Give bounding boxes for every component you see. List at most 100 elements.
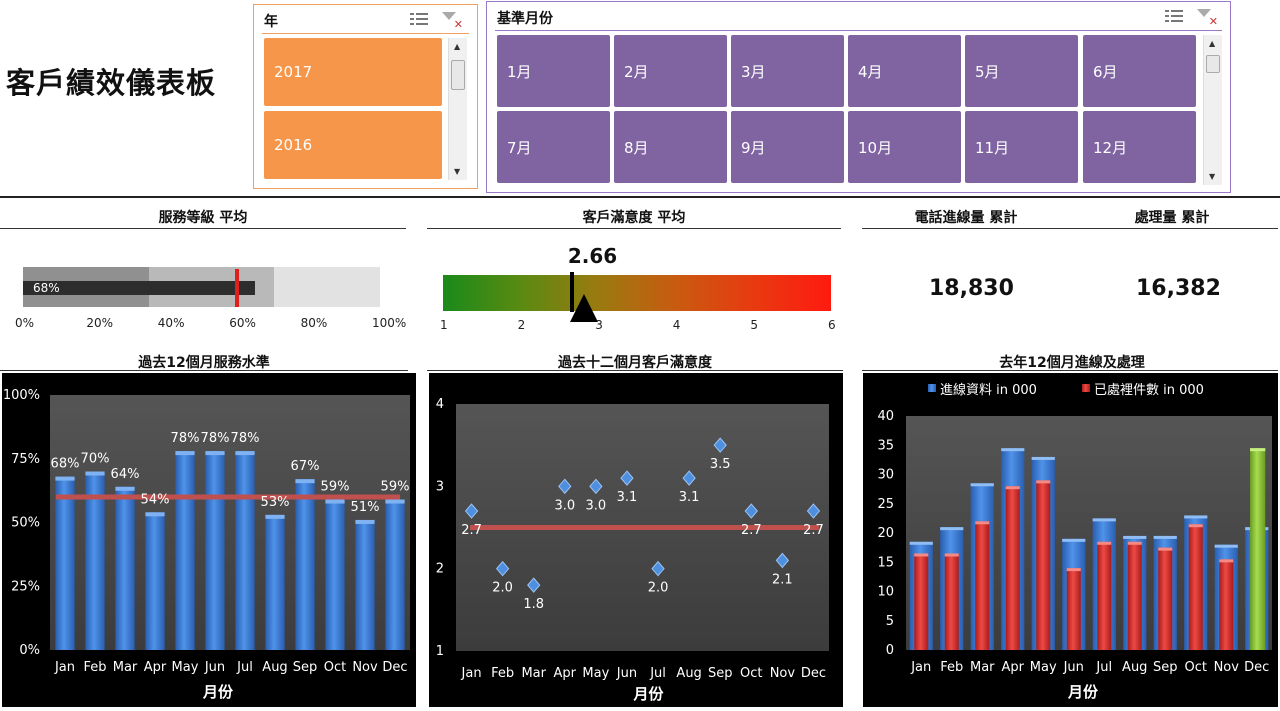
- month-tile-8[interactable]: 8月: [614, 111, 727, 183]
- scroll-thumb[interactable]: [1206, 55, 1220, 73]
- bar: [355, 519, 375, 650]
- x-tick-label: Nov: [1214, 660, 1240, 675]
- x-tick-label: Nov: [352, 660, 378, 675]
- bullet-value-bar: [23, 281, 255, 295]
- month-tile-12[interactable]: 12月: [1083, 111, 1196, 183]
- scatter-point: [620, 470, 634, 486]
- bar: [235, 451, 255, 650]
- bullet-tick-label: 40%: [157, 316, 185, 330]
- data-label: 54%: [141, 492, 170, 507]
- section-rule: [427, 370, 843, 371]
- x-tick-label: Jul: [1095, 660, 1112, 675]
- data-label: 67%: [291, 459, 320, 474]
- scroll-down-icon[interactable]: ▼: [454, 167, 461, 176]
- data-label: 3.1: [617, 490, 638, 505]
- gauge-value: 2.66: [567, 244, 618, 268]
- scroll-up-icon[interactable]: ▲: [454, 42, 461, 51]
- y-tick-label: 100%: [3, 388, 40, 403]
- y-tick-label: 25%: [11, 579, 40, 594]
- x-tick-label: Oct: [324, 660, 346, 675]
- bar-handled: [1158, 547, 1173, 650]
- chart-title-satisfaction: 過去十二個月客戶滿意度: [558, 355, 712, 371]
- scatter-point: [775, 552, 790, 569]
- scatter-point: [713, 437, 727, 453]
- bar-top: [1001, 448, 1025, 452]
- month-tile-7[interactable]: 7月: [497, 111, 610, 183]
- bar-handled: [1036, 480, 1051, 650]
- bar-top: [1036, 480, 1051, 484]
- x-tick-label: Jun: [1063, 660, 1084, 675]
- x-tick-label: Mar: [521, 666, 546, 681]
- data-label: 1.8: [523, 597, 544, 612]
- bar-handled: [1188, 524, 1203, 650]
- bullet-target-marker: [235, 269, 240, 307]
- year-slicer[interactable]: 年 2017 2016 ▲ ▼: [253, 4, 478, 189]
- year-tile-2016[interactable]: 2016: [264, 111, 442, 179]
- x-tick-label: Feb: [491, 666, 514, 681]
- scroll-thumb[interactable]: [451, 60, 465, 90]
- x-tick-label: Dec: [1244, 660, 1269, 675]
- bullet-tick-label: 20%: [86, 316, 114, 330]
- section-rule: [427, 228, 841, 229]
- gauge-tick-label: 1: [440, 318, 448, 332]
- legend-swatch: [928, 384, 936, 392]
- month-tile-11[interactable]: 11月: [965, 111, 1078, 183]
- bar: [85, 471, 105, 650]
- data-label: 2.7: [741, 523, 762, 538]
- bar: [325, 499, 345, 650]
- x-tick-label: Apr: [1002, 660, 1025, 675]
- y-tick-label: 40: [877, 409, 894, 424]
- bar: [145, 512, 165, 650]
- month-tile-5[interactable]: 5月: [965, 35, 1078, 107]
- x-tick-label: Sep: [708, 666, 733, 681]
- scroll-down-icon[interactable]: ▼: [1209, 172, 1216, 181]
- month-tile-10[interactable]: 10月: [848, 111, 961, 183]
- clear-filter-icon[interactable]: [442, 11, 463, 31]
- month-tile-3[interactable]: 3月: [731, 35, 844, 107]
- service-chart-panel: 0% 25% 50% 75% 100% 68% 70% 64% 54% 78% 78% 78% 53% 6…: [2, 373, 416, 707]
- month-tile-2[interactable]: 2月: [614, 35, 727, 107]
- multi-select-icon[interactable]: [410, 11, 428, 27]
- month-slicer[interactable]: 基準月份 1月 2月 3月 4月 5月 6月 7月 8月 9月 10月 11月 …: [486, 1, 1231, 193]
- bar-handled: [914, 553, 929, 650]
- data-label: 64%: [111, 467, 140, 482]
- clear-filter-icon[interactable]: [1197, 8, 1218, 28]
- x-tick-label: Aug: [676, 666, 701, 681]
- x-tick-label: Oct: [1185, 660, 1207, 675]
- gauge-tick-label: 2: [517, 318, 526, 332]
- month-tile-9[interactable]: 9月: [731, 111, 844, 183]
- x-axis-title: 月份: [632, 685, 664, 703]
- gauge-tick-label: 3: [595, 318, 603, 332]
- bar-top: [1214, 544, 1238, 548]
- bar-handled: [1005, 486, 1020, 650]
- month-tile-6[interactable]: 6月: [1083, 35, 1196, 107]
- y-tick-label: 10: [877, 585, 894, 600]
- bar-top: [355, 519, 375, 524]
- y-tick-label: 30: [877, 468, 894, 483]
- scatter-point: [464, 503, 479, 519]
- bar: [385, 499, 405, 650]
- calls-total: 18,830: [929, 276, 1014, 301]
- month-scrollbar[interactable]: ▲ ▼: [1203, 35, 1222, 185]
- bullet-tick-label: 80%: [300, 316, 328, 330]
- header-divider: [0, 196, 1280, 198]
- bar: [115, 486, 135, 650]
- scatter-point: [589, 478, 603, 495]
- plot-area: [50, 395, 410, 650]
- data-label: 68%: [51, 457, 80, 472]
- data-label: 53%: [261, 495, 290, 510]
- scroll-up-icon[interactable]: ▲: [1209, 39, 1216, 48]
- data-label: 3.0: [586, 498, 607, 513]
- year-tile-2017[interactable]: 2017: [264, 38, 442, 106]
- y-tick-label: 20: [877, 526, 894, 541]
- month-tile-4[interactable]: 4月: [848, 35, 961, 107]
- data-label: 2.1: [772, 572, 793, 587]
- gauge-tick-label: 4: [672, 318, 681, 332]
- month-tile-1[interactable]: 1月: [497, 35, 610, 107]
- bar-top: [175, 451, 195, 456]
- calls-handled-chart: 進線資料 in 000 已處裡件數 in 000 0 5 10 15 20 25 30 35 40 J…: [877, 382, 1272, 701]
- year-scrollbar[interactable]: ▲ ▼: [448, 38, 467, 180]
- x-tick-label: Sep: [1153, 660, 1178, 675]
- x-tick-label: Jan: [461, 666, 482, 681]
- multi-select-icon[interactable]: [1165, 8, 1183, 24]
